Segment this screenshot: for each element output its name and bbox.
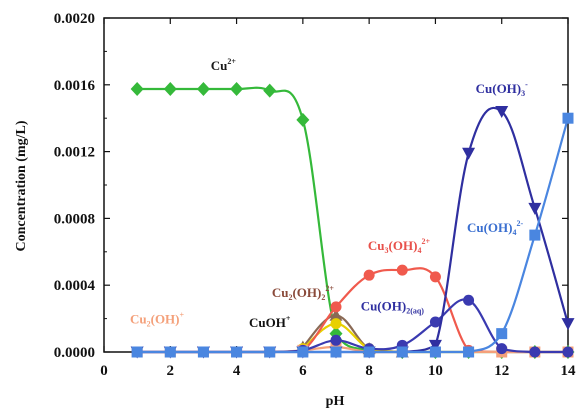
- y-tick-label: 0.0020: [54, 11, 95, 27]
- series-line-cu3-oh-42-: [137, 267, 568, 354]
- data-point-cu2-oh-22-: [329, 308, 343, 321]
- data-point-cu-oh-42-: [396, 346, 408, 358]
- data-point-cu-oh-42-: [297, 346, 309, 358]
- data-point-cu-oh-3-: [561, 318, 575, 331]
- series-label-part: CuOH: [249, 315, 286, 330]
- data-point-cu-oh-2-aq-: [463, 294, 475, 306]
- data-point-cu-oh-2-aq-: [330, 334, 342, 346]
- data-point-cu-oh-2-aq-: [529, 346, 541, 358]
- series-label-part: Cu(OH): [476, 81, 522, 96]
- data-point-cu-oh-3-: [462, 147, 476, 160]
- y-tick-label: 0.0008: [54, 211, 95, 227]
- series-label-part: (OH): [151, 312, 180, 327]
- data-point-cu2-: [263, 83, 277, 98]
- data-point-cuoh-: [330, 318, 342, 330]
- data-point-cu2-: [163, 81, 177, 96]
- series-label-part: 2: [288, 293, 292, 302]
- series-label-cu2-: Cu2+: [211, 57, 237, 73]
- series-cu-oh-42-: [131, 112, 574, 358]
- x-tick-label: 4: [233, 363, 241, 379]
- data-point-cu3-oh-42-: [396, 264, 408, 276]
- y-tick-label: 0.0000: [54, 345, 95, 361]
- series-label-part: Cu: [130, 312, 147, 327]
- series-label-part: (OH): [292, 285, 321, 300]
- y-tick-label: 0.0016: [54, 78, 96, 94]
- series-label-part: 2-: [516, 219, 523, 228]
- data-point-cu-oh-42-: [529, 229, 541, 241]
- series-layer: [130, 81, 575, 359]
- x-tick-label: 0: [100, 363, 108, 379]
- data-point-cu-oh-42-: [131, 346, 143, 358]
- data-point-cu-oh-42-: [562, 112, 574, 124]
- data-point-cu-oh-2-aq-: [496, 343, 508, 355]
- data-point-cu-oh-42-: [330, 346, 342, 358]
- x-tick-label: 14: [561, 363, 577, 379]
- series-labels: Cu2+Cu2(OH)22+CuOH+Cu3(OH)42+Cu2(OH)+Cu(…: [130, 57, 528, 330]
- x-tick-label: 6: [299, 363, 307, 379]
- series-label-part: 2(aq): [406, 306, 424, 315]
- data-point-cu2-: [296, 112, 310, 127]
- data-point-cu-oh-42-: [197, 346, 209, 358]
- data-point-cu-oh-42-: [264, 346, 276, 358]
- series-label-part: Cu: [272, 285, 289, 300]
- data-point-cu2-: [196, 81, 210, 96]
- data-point-cu-oh-3-: [528, 202, 542, 215]
- series-line-cu-oh-42-: [137, 117, 570, 354]
- series-label-part: Cu: [368, 238, 385, 253]
- series-label-cu-oh-42-: Cu(OH)42-: [467, 219, 523, 237]
- series-label-part: 3: [521, 89, 525, 98]
- series-label-part: Cu: [211, 58, 228, 73]
- data-point-cu-oh-42-: [496, 328, 508, 340]
- series-label-cu3-oh-42-: Cu3(OH)42+: [368, 237, 431, 255]
- data-point-cu2-: [230, 81, 244, 96]
- x-tick-label: 2: [167, 363, 175, 379]
- series-label-part: Cu(OH): [361, 298, 407, 313]
- series-label-part: 4: [512, 228, 516, 237]
- data-point-cu-oh-42-: [164, 346, 176, 358]
- series-label-cu2-oh-: Cu2(OH)+: [130, 311, 185, 329]
- data-point-cu-oh-3-: [428, 339, 442, 352]
- data-point-cu-oh-2-aq-: [429, 316, 441, 328]
- data-point-cu3-oh-42-: [429, 271, 441, 283]
- series-label-part: 3: [385, 246, 389, 255]
- series-label-part: 2+: [227, 57, 236, 66]
- data-point-cu-oh-42-: [231, 346, 243, 358]
- x-axis-label: pH: [326, 394, 345, 409]
- data-point-cu3-oh-42-: [330, 301, 342, 313]
- x-tick-label: 10: [428, 363, 443, 379]
- series-label-cu-oh-3-: Cu(OH)3-: [476, 80, 529, 98]
- data-point-cu3-oh-42-: [363, 269, 375, 281]
- series-label-cu-oh-2-aq-: Cu(OH)2(aq): [361, 298, 425, 315]
- series-label-part: Cu(OH): [467, 220, 513, 235]
- series-label-part: -: [525, 80, 528, 89]
- data-point-cu-oh-2-aq-: [562, 346, 574, 358]
- series-label-part: 2: [321, 293, 325, 302]
- series-label-part: 4: [417, 246, 421, 255]
- series-label-cu2-oh-22-: Cu2(OH)22+: [272, 284, 335, 302]
- data-point-cu-oh-42-: [429, 346, 441, 358]
- y-tick-label: 0.0012: [54, 145, 95, 161]
- data-point-cu2-: [130, 81, 144, 96]
- series-label-part: 2+: [421, 237, 430, 246]
- y-axis-label: Concentration (mg/L): [14, 120, 29, 251]
- series-label-part: 2+: [325, 284, 334, 293]
- data-point-cu-oh-3-: [495, 106, 509, 119]
- x-tick-label: 12: [494, 363, 509, 379]
- data-point-cu-oh-42-: [363, 346, 375, 358]
- series-label-part: 2: [147, 320, 151, 329]
- series-label-part: +: [180, 311, 185, 320]
- y-tick-label: 0.0004: [54, 278, 96, 294]
- data-point-cu-oh-42-: [463, 346, 475, 358]
- series-label-part: (OH): [389, 238, 418, 253]
- x-tick-label: 8: [365, 363, 373, 379]
- series-label-part: +: [286, 314, 291, 323]
- series-label-cuoh-: CuOH+: [249, 314, 291, 330]
